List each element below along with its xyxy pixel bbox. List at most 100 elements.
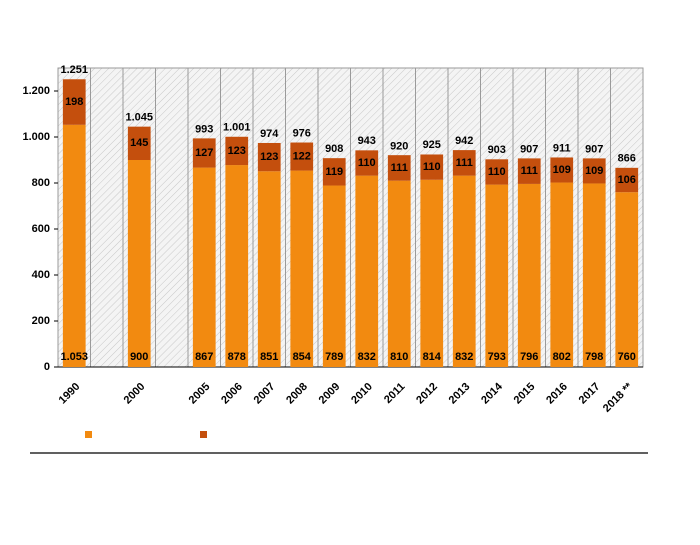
x-tick-label: 2018 ** xyxy=(601,380,636,415)
bar-segment xyxy=(290,142,314,171)
bar-segment xyxy=(550,157,574,183)
value-label: 832 xyxy=(358,351,376,363)
value-label: 111 xyxy=(521,165,538,177)
bar-segment xyxy=(127,126,151,160)
bar-segment xyxy=(62,79,86,125)
bar-segment xyxy=(225,136,249,166)
x-tick-label: 2017 xyxy=(577,381,603,407)
value-label: 810 xyxy=(390,351,408,363)
bar-segment xyxy=(322,158,346,186)
value-label: 760 xyxy=(618,351,636,363)
value-label: 111 xyxy=(456,157,473,169)
bar-segment xyxy=(355,175,379,367)
bar-segment xyxy=(615,192,639,367)
bar-segment xyxy=(420,154,444,180)
legend-swatch xyxy=(85,431,92,438)
x-tick-label: 1990 xyxy=(57,381,83,407)
x-tick-label: 2012 xyxy=(414,381,440,407)
total-label: 943 xyxy=(358,135,376,147)
value-label: 123 xyxy=(260,151,278,163)
bar-segment xyxy=(420,179,444,367)
bar-segment xyxy=(615,167,639,193)
value-label: 832 xyxy=(455,351,473,363)
bar-segment xyxy=(387,155,411,181)
bar-segment xyxy=(290,170,314,367)
bar-segment xyxy=(192,167,216,367)
y-tick-label: 800 xyxy=(32,177,50,189)
value-label: 110 xyxy=(423,161,441,173)
value-label: 110 xyxy=(488,166,506,178)
value-label: 789 xyxy=(325,351,343,363)
total-label: 911 xyxy=(553,142,571,154)
value-label: 802 xyxy=(553,351,571,363)
x-tick-label: 2005 xyxy=(187,381,213,407)
value-label: 798 xyxy=(585,351,603,363)
bar-segment xyxy=(550,182,574,367)
value-label: 109 xyxy=(553,164,571,176)
bar-segment xyxy=(485,184,509,367)
total-label: 903 xyxy=(488,144,506,156)
x-tick-label: 2011 xyxy=(382,381,407,406)
value-label: 867 xyxy=(195,351,213,363)
bar-segment xyxy=(225,165,249,367)
y-tick-label: 0 xyxy=(44,361,50,373)
x-tick-label: 2006 xyxy=(219,381,245,407)
total-label: 925 xyxy=(423,139,441,151)
value-label: 127 xyxy=(195,147,213,159)
value-label: 793 xyxy=(488,351,506,363)
x-tick-label: 2008 xyxy=(284,381,310,407)
x-tick-label: 2000 xyxy=(122,381,148,407)
y-tick-label: 600 xyxy=(32,223,50,235)
bar-segment xyxy=(517,158,541,184)
total-label: 942 xyxy=(455,135,473,147)
x-tick-label: 2015 xyxy=(512,381,538,407)
bar-segment xyxy=(452,150,476,176)
total-label: 1.251 xyxy=(60,64,88,76)
value-label: 878 xyxy=(228,351,246,363)
y-tick-label: 200 xyxy=(32,315,50,327)
value-label: 145 xyxy=(130,137,148,149)
bar-segment xyxy=(192,138,216,168)
bar-segment xyxy=(517,183,541,367)
value-label: 854 xyxy=(293,351,312,363)
bar-segment xyxy=(355,150,379,176)
bar-segment xyxy=(582,183,606,367)
x-tick-label: 2013 xyxy=(447,381,473,407)
bar-segment xyxy=(387,180,411,367)
total-label: 1.045 xyxy=(125,112,153,124)
value-label: 1.053 xyxy=(60,351,88,363)
value-label: 109 xyxy=(585,165,603,177)
x-tick-label: 2010 xyxy=(349,381,375,407)
bar-segment xyxy=(62,124,86,367)
total-label: 907 xyxy=(520,143,538,155)
value-label: 198 xyxy=(65,96,83,108)
total-label: 908 xyxy=(325,143,343,155)
x-tick-label: 2016 xyxy=(544,381,570,407)
bar-segment xyxy=(257,171,281,367)
value-label: 122 xyxy=(293,150,311,162)
x-tick-label: 2009 xyxy=(317,381,343,407)
value-label: 796 xyxy=(520,351,538,363)
value-label: 119 xyxy=(325,166,343,178)
total-label: 993 xyxy=(195,124,213,136)
bar-segment xyxy=(485,159,509,185)
legend-swatch xyxy=(200,431,207,438)
value-label: 111 xyxy=(391,162,408,174)
total-label: 920 xyxy=(390,140,408,152)
bar-segment xyxy=(582,158,606,184)
value-label: 814 xyxy=(423,351,442,363)
total-label: 976 xyxy=(293,127,311,139)
x-tick-label: 2007 xyxy=(252,381,278,407)
total-label: 1.001 xyxy=(223,122,251,134)
value-label: 900 xyxy=(130,351,148,363)
x-tick-label: 2014 xyxy=(479,380,505,406)
bar-segment xyxy=(127,160,151,367)
value-label: 106 xyxy=(618,174,636,186)
y-tick-label: 1.000 xyxy=(22,131,50,143)
bar-segment xyxy=(452,175,476,367)
value-label: 110 xyxy=(358,157,376,169)
value-label: 851 xyxy=(260,351,278,363)
total-label: 974 xyxy=(260,128,279,140)
y-tick-label: 1.200 xyxy=(22,85,50,97)
